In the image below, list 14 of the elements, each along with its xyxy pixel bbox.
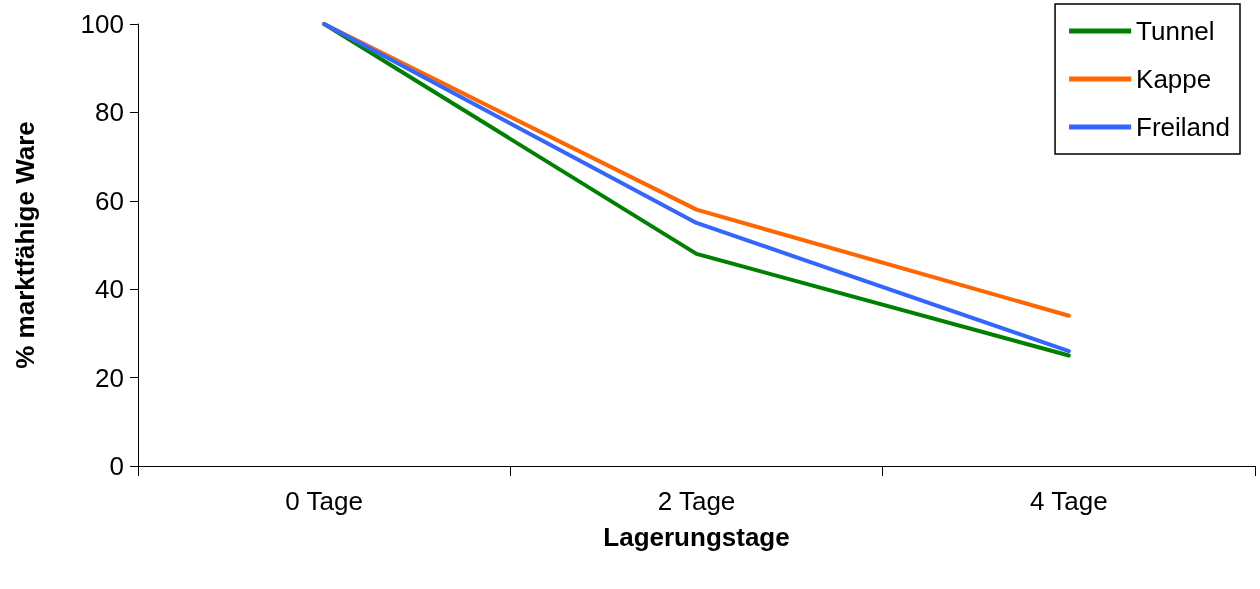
legend-label: Kappe <box>1136 64 1212 94</box>
legend-label: Freiland <box>1136 112 1230 142</box>
x-tick-label: 2 Tage <box>657 486 736 516</box>
legend-label: Tunnel <box>1136 16 1215 46</box>
y-tick-label: 100 <box>80 9 124 39</box>
y-tick-label: 0 <box>109 451 124 481</box>
y-tick-label: 20 <box>95 362 124 393</box>
y-tick-label: 40 <box>95 274 124 305</box>
y-tick-label: 80 <box>95 97 124 128</box>
x-tick-label: 0 Tage <box>285 486 363 516</box>
y-tick-label: 60 <box>95 185 124 216</box>
x-tick-label: 4 Tage <box>1030 486 1108 516</box>
y-axis-title: % marktfähige Ware <box>10 121 40 369</box>
x-axis-title: Lagerungstage <box>603 522 790 552</box>
